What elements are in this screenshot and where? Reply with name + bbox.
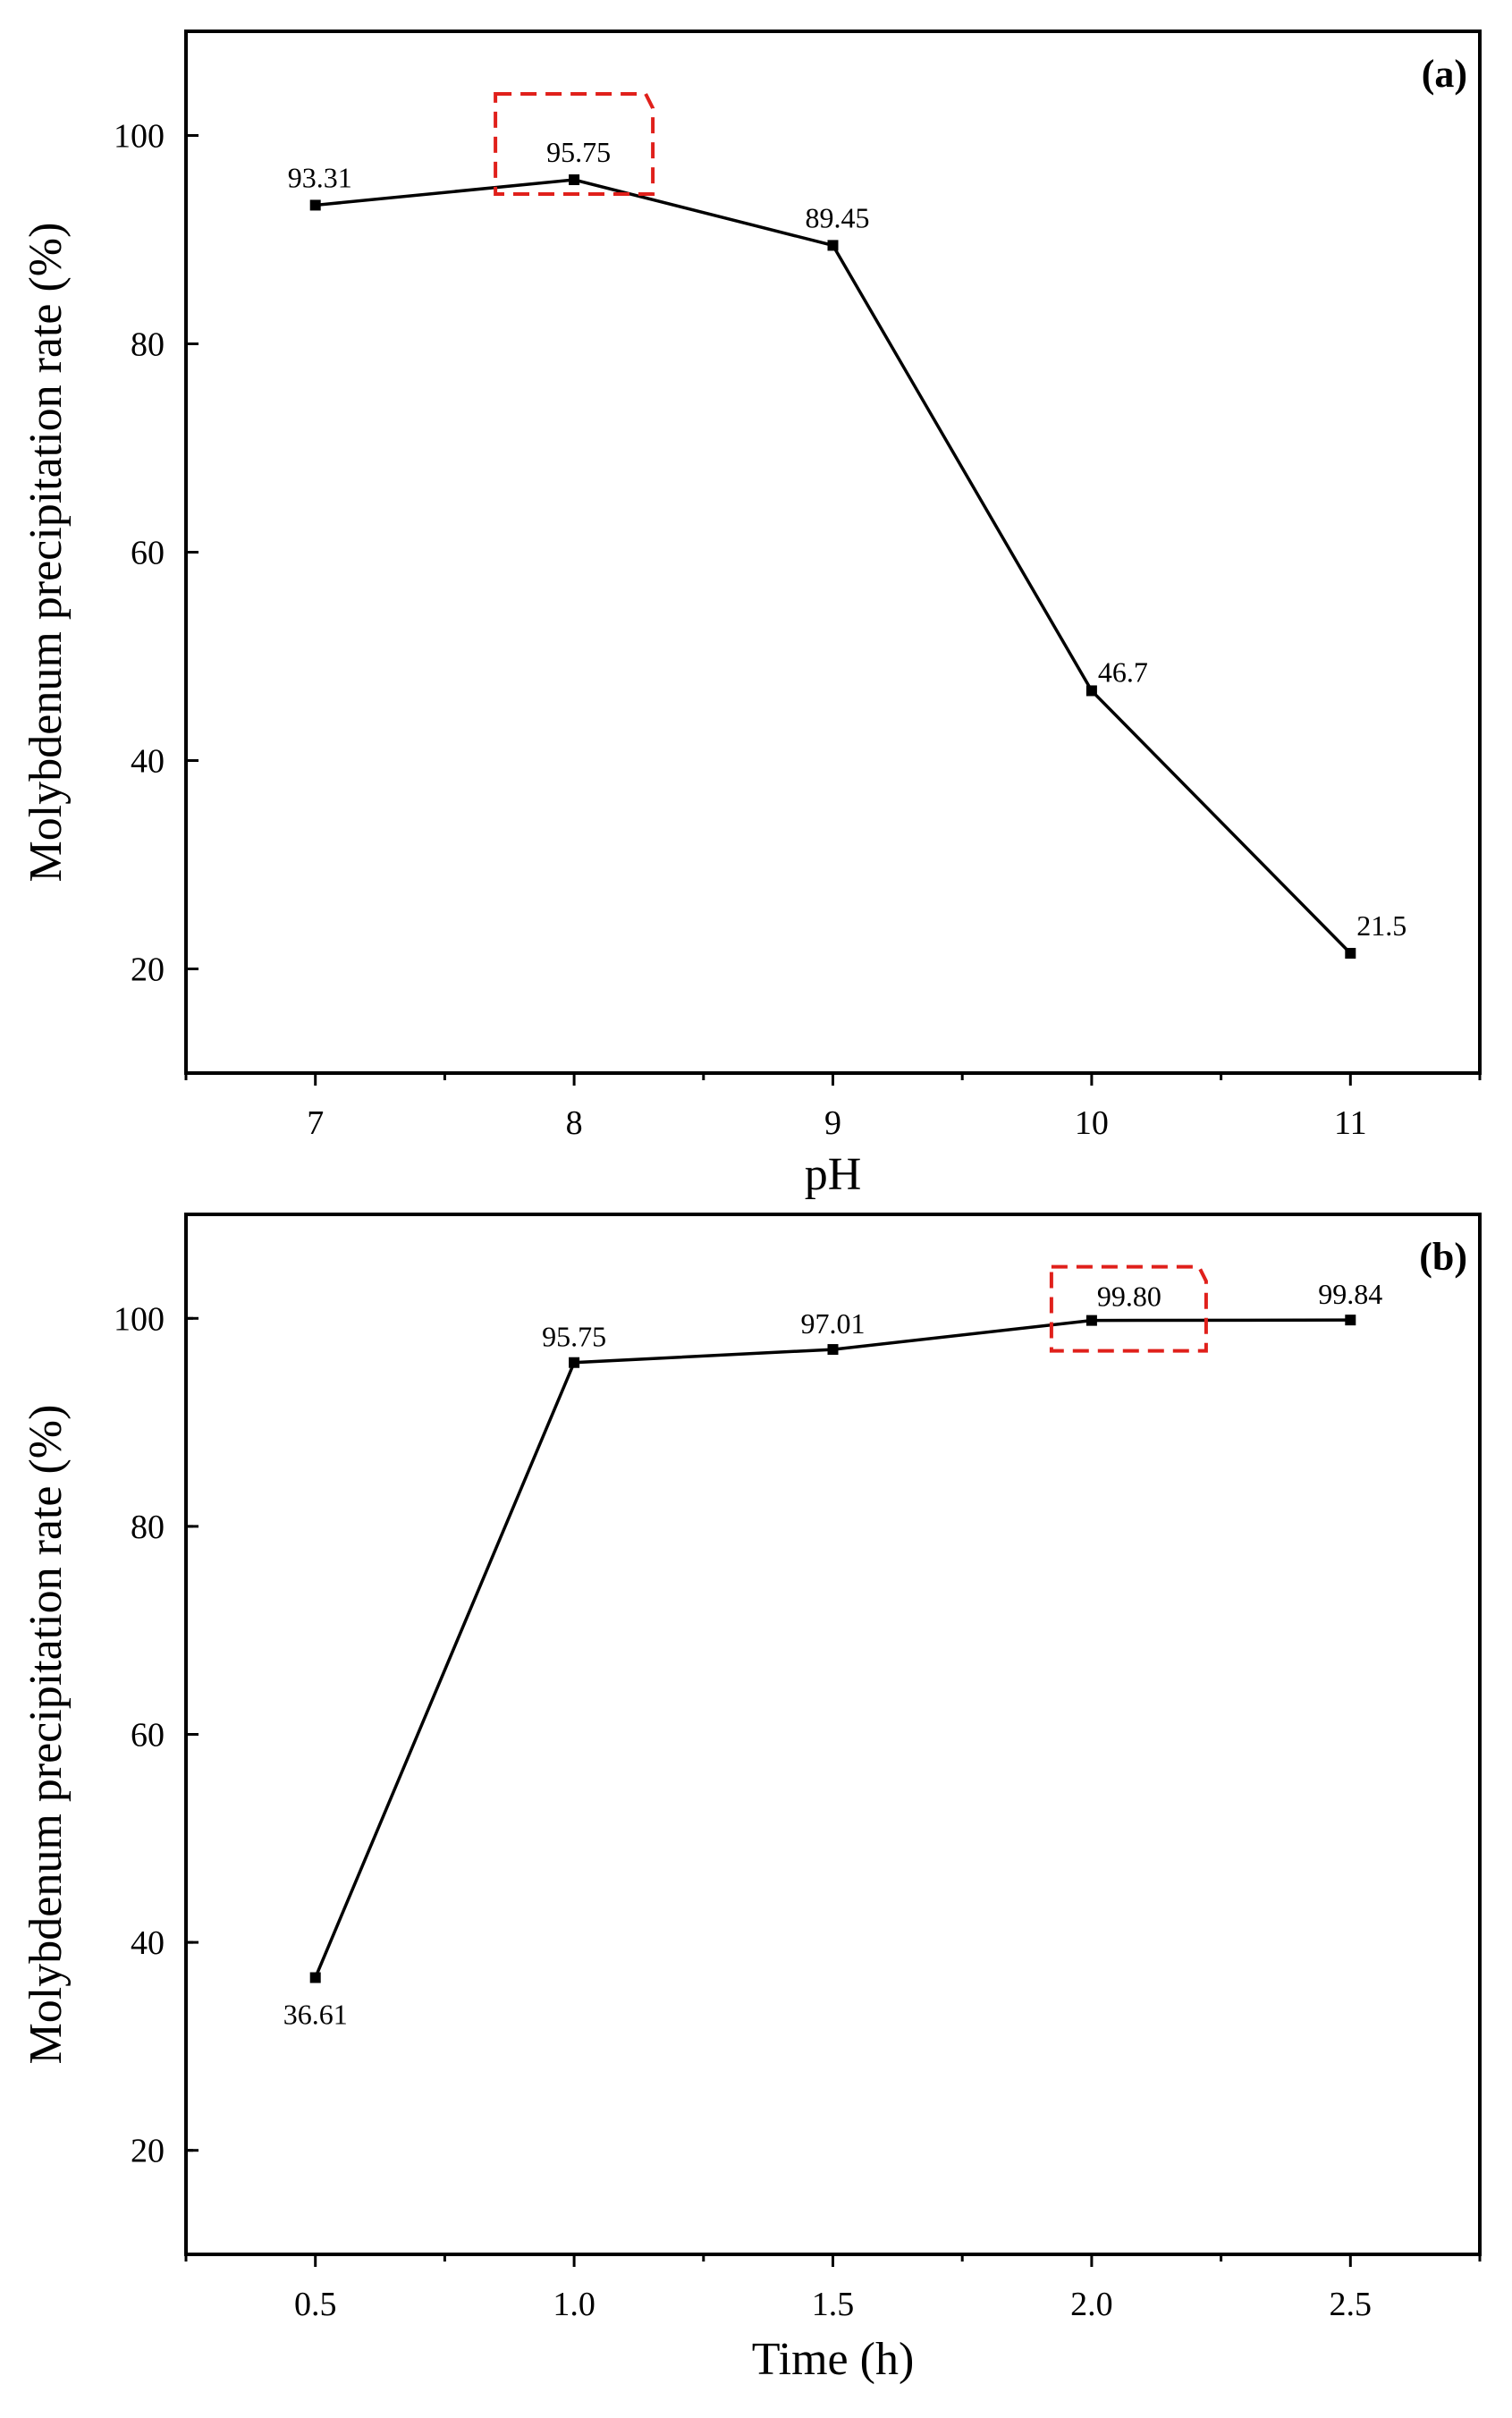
y-tick-label: 40	[131, 1924, 165, 1962]
data-point-marker	[827, 1344, 839, 1356]
data-label: 95.75	[542, 1321, 606, 1353]
y-tick-label: 80	[131, 326, 165, 364]
data-point-marker	[569, 174, 580, 186]
y-axis-title: Molybdenum precipitation rate (%)	[21, 1405, 72, 2065]
data-label: 97.01	[801, 1307, 866, 1340]
data-label: 89.45	[806, 201, 870, 233]
x-tick-label: 11	[1334, 1104, 1367, 1142]
y-tick-label: 100	[114, 1300, 165, 1338]
data-label: 93.31	[288, 161, 352, 193]
data-label: 95.75	[546, 136, 611, 168]
x-tick-label: 7	[307, 1104, 324, 1142]
data-point-marker	[1085, 685, 1097, 697]
x-tick-label: 10	[1075, 1104, 1109, 1142]
y-tick-label: 100	[114, 118, 165, 156]
data-point-marker	[309, 199, 321, 211]
panel-label: (a)	[1422, 52, 1467, 96]
y-tick-label: 60	[131, 1717, 165, 1754]
data-point-marker	[569, 1357, 580, 1368]
y-tick-label: 40	[131, 743, 165, 781]
y-tick-label: 60	[131, 535, 165, 572]
data-point-marker	[309, 1972, 321, 1983]
x-tick-label: 0.5	[294, 2286, 337, 2323]
x-tick-label: 8	[566, 1104, 583, 1142]
x-tick-label: 2.5	[1330, 2286, 1373, 2323]
data-point-marker	[827, 240, 839, 251]
series-line	[315, 178, 1352, 955]
data-label: 36.61	[283, 1999, 348, 2031]
data-label: 99.84	[1318, 1278, 1382, 1310]
data-point-marker	[1085, 1315, 1097, 1326]
data-point-marker	[1345, 948, 1356, 960]
data-label: 99.80	[1097, 1281, 1161, 1313]
data-point-marker	[1345, 1315, 1356, 1326]
x-tick-label: 1.5	[812, 2286, 855, 2323]
series-line	[314, 1318, 1351, 1979]
y-axis-title: Molybdenum precipitation rate (%)	[21, 223, 72, 883]
data-label: 46.7	[1098, 655, 1148, 688]
y-tick-label: 20	[131, 2133, 165, 2170]
y-tick-label: 20	[131, 951, 165, 989]
panel-label: (b)	[1419, 1235, 1467, 1279]
plot-frame	[184, 30, 1482, 1075]
y-tick-label: 80	[131, 1509, 165, 1546]
x-axis-title: Time (h)	[752, 2334, 915, 2385]
x-tick-label: 2.0	[1070, 2286, 1113, 2323]
x-axis-title: pH	[805, 1149, 862, 1200]
data-label: 21.5	[1356, 909, 1406, 942]
chart-panel-a: 20 40 60 80 100 7 8 9 10 11 pH Molybdenum precipita…	[21, 30, 1482, 1200]
x-tick-label: 1.0	[553, 2286, 596, 2323]
x-tick-label: 9	[824, 1104, 841, 1142]
optimal-point-highlight-box	[1049, 1264, 1208, 1353]
optimal-point-highlight-box	[494, 92, 655, 197]
plot-frame	[184, 1213, 1482, 2256]
chart-panel-b: 20 40 60 80 100 0.5 1.0 1.5 2.0 2.5 Time (h) Molybd…	[21, 1213, 1482, 2385]
